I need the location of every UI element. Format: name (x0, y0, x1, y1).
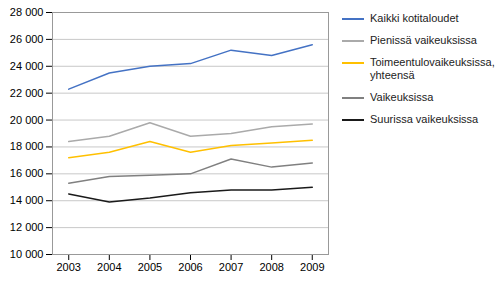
svg-text:28 000: 28 000 (10, 6, 44, 18)
svg-text:22 000: 22 000 (10, 87, 44, 99)
svg-text:2005: 2005 (138, 261, 162, 273)
svg-text:2007: 2007 (219, 261, 243, 273)
svg-text:24 000: 24 000 (10, 60, 44, 72)
svg-text:20 000: 20 000 (10, 114, 44, 126)
html-text:Suurissa vaikeuksissa: Suurissa vaikeuksissa (370, 113, 479, 125)
html-text:Pienissä vaikeuksissa: Pienissä vaikeuksissa (370, 34, 477, 46)
svg-text:2003: 2003 (56, 261, 80, 273)
svg-text:2008: 2008 (259, 261, 283, 273)
html-text:Toimeentulovaikeuksissa, yhtee: Toimeentulovaikeuksissa, yhteensä (370, 56, 495, 81)
html-text:Kaikki kotitaloudet: Kaikki kotitaloudet (370, 12, 459, 24)
svg-text:10 000: 10 000 (10, 248, 44, 260)
svg-text:18 000: 18 000 (10, 140, 44, 152)
svg-text:16 000: 16 000 (10, 167, 44, 179)
svg-text:14 000: 14 000 (10, 194, 44, 206)
svg-text:2009: 2009 (300, 261, 324, 273)
svg-text:2004: 2004 (97, 261, 121, 273)
html-text:Vaikeuksissa: Vaikeuksissa (370, 91, 434, 103)
svg-text:26 000: 26 000 (10, 33, 44, 45)
svg-text:2006: 2006 (178, 261, 202, 273)
svg-text:12 000: 12 000 (10, 221, 44, 233)
